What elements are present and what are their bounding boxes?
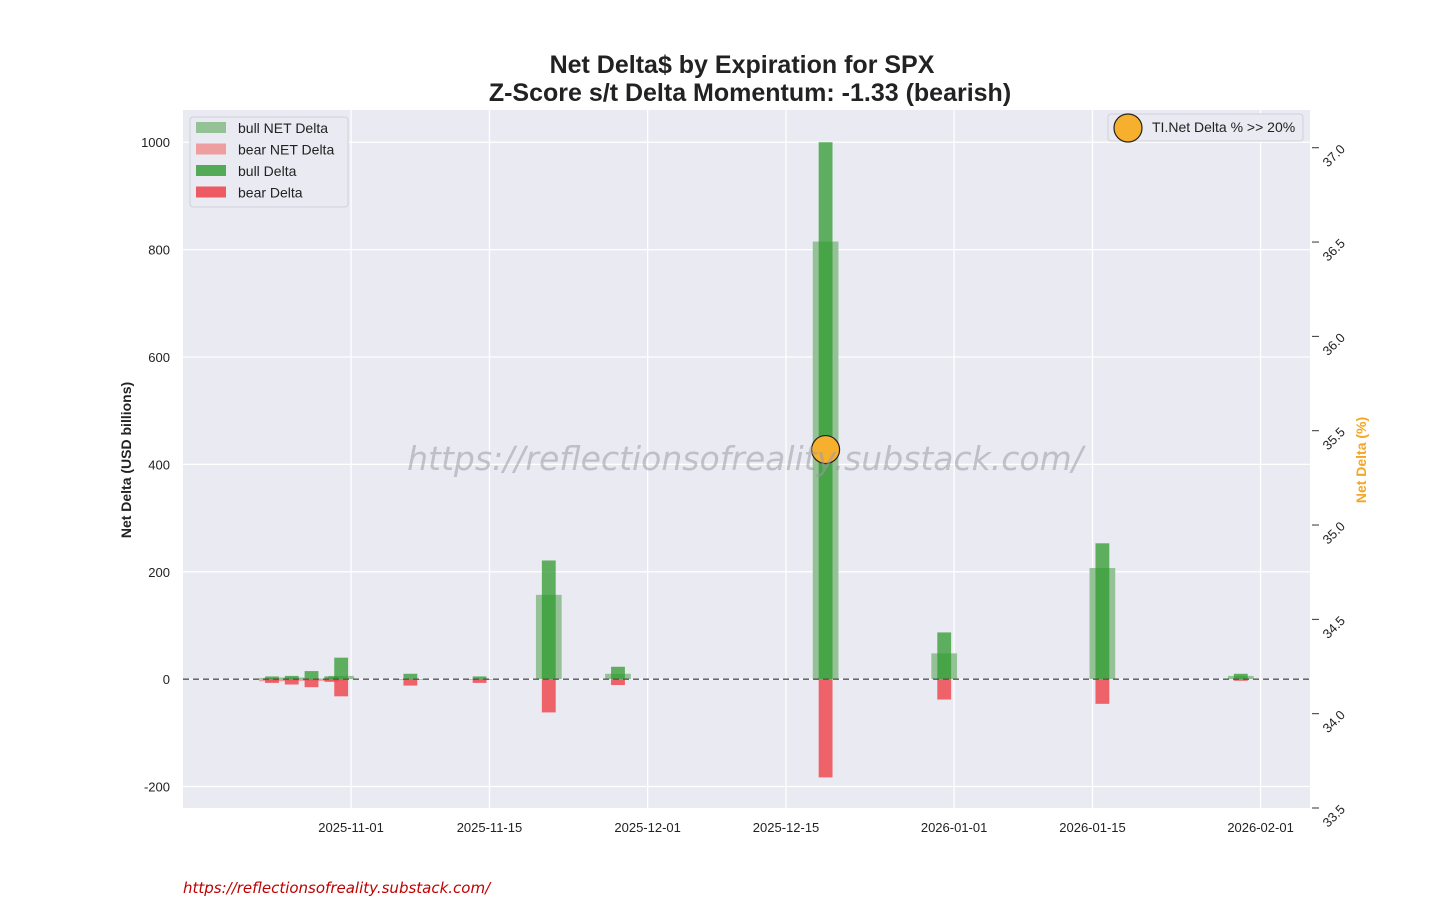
bull-delta-bar xyxy=(403,673,418,680)
bull-delta-bar xyxy=(265,676,279,680)
y-tick-label: 800 xyxy=(148,243,170,258)
bear-delta-bar xyxy=(403,679,418,686)
bear-delta-bar xyxy=(324,679,339,682)
legend-swatch xyxy=(196,165,226,176)
y2-axis-label: Net Delta (%) xyxy=(1353,417,1369,503)
legend-series: bull NET Delta bear NET Delta bull Delta be… xyxy=(189,116,349,208)
bear-delta-bar xyxy=(265,679,279,683)
legend-swatch xyxy=(196,143,226,155)
bull-delta-bar xyxy=(304,671,319,680)
bull-delta-bar xyxy=(1095,543,1110,680)
legend-swatch xyxy=(196,122,226,133)
chart-title-line2: Z-Score s/t Delta Momentum: -1.33 (beari… xyxy=(489,79,1011,107)
bull-delta-bar xyxy=(937,632,952,680)
bear-delta-bar xyxy=(541,679,556,713)
y-tick-label: 600 xyxy=(148,350,170,365)
bear-delta-bar xyxy=(611,679,625,686)
net-delta-pct-marker xyxy=(810,434,841,465)
y2-tick-label: 34.0 xyxy=(1320,707,1349,736)
y-tick-label: 200 xyxy=(148,565,170,580)
y2-tick-label: 35.5 xyxy=(1320,424,1349,453)
legend-marker: TI.Net Delta % >> 20% xyxy=(1107,113,1304,143)
bull-delta-bar xyxy=(472,676,487,680)
x-axis-ticks: 2025-11-01 2025-11-15 2025-12-01 2025-12-15… xyxy=(318,820,1294,835)
bull-delta-bar xyxy=(284,675,299,680)
bear-delta-bar xyxy=(818,679,833,778)
y-axis-label: Net Delta (USD billions) xyxy=(118,382,134,538)
legend-label: bull Delta xyxy=(238,163,297,179)
bear-delta-bar xyxy=(334,679,349,697)
legend2-label: TI.Net Delta % >> 20% xyxy=(1152,119,1295,135)
x-tick-label: 2025-11-15 xyxy=(457,820,523,835)
x-tick-label: 2025-12-15 xyxy=(753,820,820,835)
y-axis-ticks: -200 0 200 400 600 800 1000 xyxy=(141,135,170,794)
bull-delta-bar xyxy=(1233,673,1248,680)
y-tick-label: 0 xyxy=(163,672,170,687)
bear-delta-bar xyxy=(1233,679,1248,681)
legend-label: bull NET Delta xyxy=(238,120,328,136)
bear-delta-bar xyxy=(284,679,299,685)
bull-delta-bar xyxy=(541,560,556,680)
legend-box xyxy=(189,116,349,208)
marker-layer xyxy=(810,434,841,465)
y2-tick-label: 33.5 xyxy=(1320,802,1349,831)
legend-swatch xyxy=(196,186,226,198)
legend2-box xyxy=(1107,113,1304,142)
y-tick-label: -200 xyxy=(144,780,170,795)
legend-label: bear Delta xyxy=(238,185,303,201)
x-tick-label: 2025-11-01 xyxy=(318,820,384,835)
bear-delta-bar xyxy=(937,679,952,700)
y2-tick-label: 36.5 xyxy=(1320,236,1349,265)
watermark-text: https://reflectionsofreality.substack.co… xyxy=(407,439,1087,478)
x-tick-label: 2026-02-01 xyxy=(1227,820,1294,835)
legend2-marker-swatch xyxy=(1113,113,1143,143)
bear-delta-bar xyxy=(472,679,487,683)
y2-tick-label: 34.5 xyxy=(1320,613,1349,642)
bull-delta-bar xyxy=(818,142,833,680)
x-tick-label: 2026-01-01 xyxy=(921,820,988,835)
bull-delta-bar xyxy=(611,666,625,680)
legend-label: bear NET Delta xyxy=(238,142,334,158)
bear-delta-bar xyxy=(1095,679,1110,704)
x-tick-label: 2025-12-01 xyxy=(614,820,681,835)
y2-tick-label: 37.0 xyxy=(1320,141,1349,170)
bear-delta-bar xyxy=(304,679,319,688)
y2-axis-ticks: 33.5 34.0 34.5 35.0 35.5 36.0 36.5 37.0 xyxy=(1312,141,1348,830)
y2-tick-label: 35.0 xyxy=(1320,519,1349,548)
bull-delta-bar xyxy=(334,657,349,680)
plot-area xyxy=(183,110,1310,808)
y-tick-label: 400 xyxy=(148,457,170,472)
y-tick-label: 1000 xyxy=(141,135,170,150)
y2-tick-label: 36.0 xyxy=(1320,330,1349,359)
bull-delta-bar xyxy=(324,676,339,680)
footer-url: https://reflectionsofreality.substack.co… xyxy=(183,879,492,897)
x-tick-label: 2026-01-15 xyxy=(1059,820,1126,835)
chart-title-line1: Net Delta$ by Expiration for SPX xyxy=(550,51,935,79)
